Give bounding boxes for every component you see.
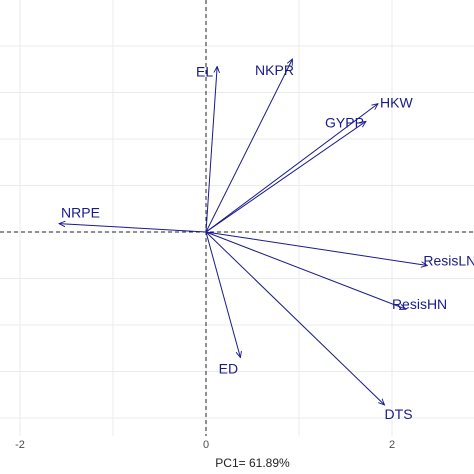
vector-label-nrpe: NRPE [61,205,100,221]
vector-label-gypp: GYPP [325,114,364,130]
loading-arrow-resishn [205,231,406,309]
grid [0,0,474,436]
vector-label-hkw: HKW [380,95,413,111]
x-tick-label: 0 [203,439,209,451]
loading-arrow-resisln [205,231,427,265]
x-axis-ticks: -2 0 2 [15,439,395,451]
vector-label-resisln: ResisLN [423,252,474,268]
loading-vectors [59,59,427,405]
loading-arrow-el [205,66,217,233]
x-tick-label: -2 [15,439,25,451]
reference-lines [0,0,474,436]
loading-arrow-hkw [205,104,378,233]
vector-label-dts: DTS [385,406,413,422]
x-axis-title: PC1= 61.89% [215,456,290,470]
loading-arrow-dts [205,231,385,405]
loading-arrow-nkpr [205,59,292,233]
loading-arrow-ed [205,231,240,358]
vector-label-nkpr: NKPR [255,62,294,78]
x-tick-label: 2 [389,439,395,451]
vector-labels: EL NKPR HKW GYPP NRPE ResisLN ResisHN ED DTS [61,62,474,422]
vector-label-el: EL [196,63,213,79]
loading-arrow-gypp [205,121,366,233]
vector-label-resishn: ResisHN [392,296,447,312]
loading-arrow-nrpe [59,224,207,233]
vector-label-ed: ED [219,361,238,377]
